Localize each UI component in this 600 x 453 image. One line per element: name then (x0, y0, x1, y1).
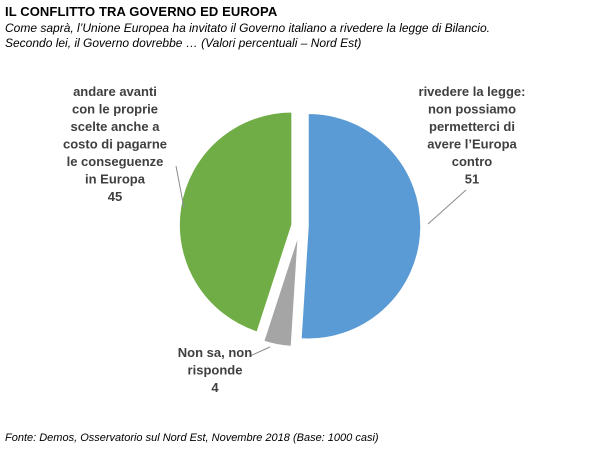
value-rivedere-la-legge: 51 (465, 172, 479, 187)
subtitle-line-1: Come saprà, l’Unione Europea ha invitato… (5, 21, 490, 35)
source-note: Fonte: Demos, Osservatorio sul Nord Est,… (5, 432, 379, 444)
value-andare-avanti: 45 (108, 189, 122, 204)
label-non-sa: Non sa, non risponde (178, 345, 252, 378)
subtitle-line-2: Secondo lei, il Governo dovrebbe … (Valo… (5, 36, 362, 50)
slice-andare-avanti (178, 110, 293, 334)
slice-non-sa (262, 233, 300, 348)
label-andare-avanti: andare avanti con le proprie scelte anche … (63, 84, 167, 187)
slice-rivedere-la-legge (300, 112, 422, 340)
leader-line (249, 346, 271, 357)
leader-line (427, 189, 467, 225)
leader-line (175, 165, 185, 209)
value-non-sa: 4 (211, 380, 219, 395)
chart-title: IL CONFLITTO TRA GOVERNO ED EUROPA (5, 4, 278, 19)
chart-subtitle: Come saprà, l’Unione Europea ha invitato… (5, 21, 490, 51)
label-rivedere-la-legge: rivedere la legge: non possiamo permetterc… (419, 84, 526, 169)
